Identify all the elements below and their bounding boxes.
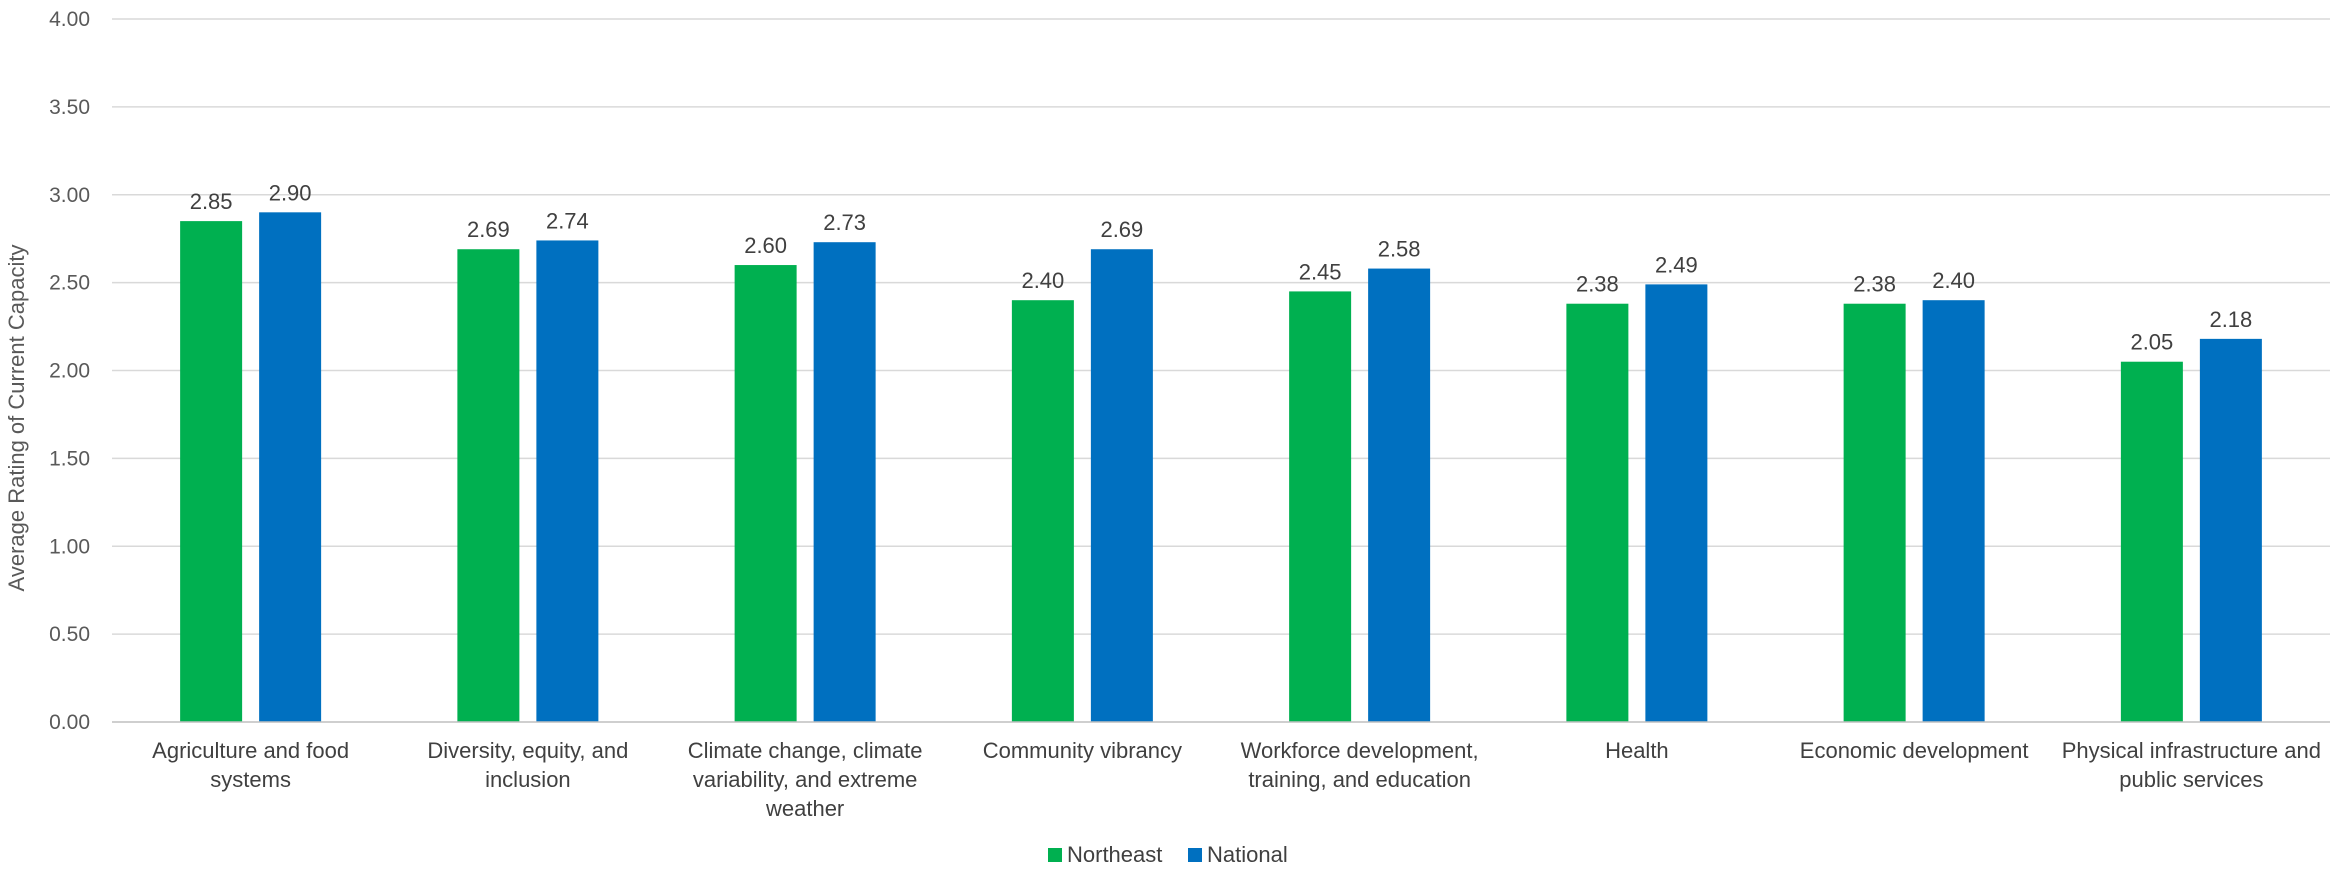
bar-northeast (180, 221, 243, 723)
y-tick-label: 2.50 (49, 272, 90, 295)
data-labels: 2.85 2.90 2.69 2.74 2.60 2.73 2.40 2.69 2.45 2.58… (190, 180, 2253, 354)
bar-national (1922, 300, 1985, 722)
bar-northeast (1289, 291, 1352, 722)
y-tick-label: 3.00 (49, 184, 90, 207)
bar-national (259, 212, 322, 722)
data-label: 2.73 (823, 210, 866, 235)
legend: Northeast National (1048, 842, 1288, 867)
data-label: 2.18 (2209, 307, 2252, 332)
bar-national (813, 242, 876, 722)
data-label: 2.40 (1021, 268, 1064, 293)
bar-northeast (1566, 303, 1629, 722)
y-axis-title: Average Rating of Current Capacity (4, 245, 29, 592)
data-label: 2.69 (1100, 217, 1143, 242)
bar-national (1645, 284, 1708, 722)
legend-swatch-national (1188, 848, 1202, 862)
data-label: 2.58 (1378, 237, 1421, 262)
bar-national (1090, 249, 1153, 723)
bar-northeast (1011, 300, 1074, 722)
y-tick-label: 4.00 (49, 8, 90, 31)
legend-swatch-northeast (1048, 848, 1062, 862)
data-label: 2.38 (1853, 272, 1896, 297)
legend-label-northeast: Northeast (1067, 842, 1162, 867)
data-label: 2.38 (1576, 272, 1619, 297)
x-category-label: Economic development (1800, 738, 2029, 763)
x-category-label: inclusion (485, 767, 571, 792)
bars (180, 212, 2262, 723)
x-axis-category-labels: Agriculture and food systems Diversity, eq… (152, 738, 2321, 821)
data-label: 2.74 (546, 208, 589, 233)
y-tick-label: 1.00 (49, 535, 90, 558)
data-label: 2.40 (1932, 268, 1975, 293)
data-label: 2.60 (744, 233, 787, 258)
x-category-label: Workforce development, (1241, 738, 1479, 763)
x-category-label: public services (2119, 767, 2263, 792)
x-category-label: Community vibrancy (983, 738, 1182, 763)
x-category-label: Physical infrastructure and (2062, 738, 2321, 763)
data-label: 2.49 (1655, 252, 1698, 277)
x-category-label: weather (765, 796, 844, 821)
y-tick-label: 3.50 (49, 96, 90, 119)
y-tick-label: 2.00 (49, 360, 90, 383)
x-category-label: Diversity, equity, and (427, 738, 628, 763)
legend-label-national: National (1207, 842, 1288, 867)
x-category-label: Climate change, climate (688, 738, 923, 763)
bar-northeast (2120, 361, 2183, 722)
data-label: 2.45 (1299, 259, 1342, 284)
bar-national (2199, 338, 2262, 722)
data-label: 2.90 (269, 180, 312, 205)
data-label: 2.85 (190, 189, 233, 214)
bar-northeast (1843, 303, 1906, 722)
x-category-label: systems (210, 767, 291, 792)
y-tick-label: 0.50 (49, 623, 90, 646)
gridlines (112, 18, 2330, 635)
data-label: 2.69 (467, 217, 510, 242)
x-category-label: Agriculture and food (152, 738, 349, 763)
x-category-label: Health (1605, 738, 1669, 763)
x-category-label: training, and education (1248, 767, 1471, 792)
data-label: 2.05 (2130, 330, 2173, 355)
y-axis-tick-labels: 0.00 0.50 1.00 1.50 2.00 2.50 3.00 3.50 4.00 (49, 8, 90, 734)
bar-national (1368, 268, 1431, 722)
y-tick-label: 1.50 (49, 447, 90, 470)
x-category-label: variability, and extreme (693, 767, 918, 792)
bar-national (536, 240, 599, 722)
bar-northeast (734, 265, 797, 722)
y-tick-label: 0.00 (49, 711, 90, 734)
bar-northeast (457, 249, 520, 723)
